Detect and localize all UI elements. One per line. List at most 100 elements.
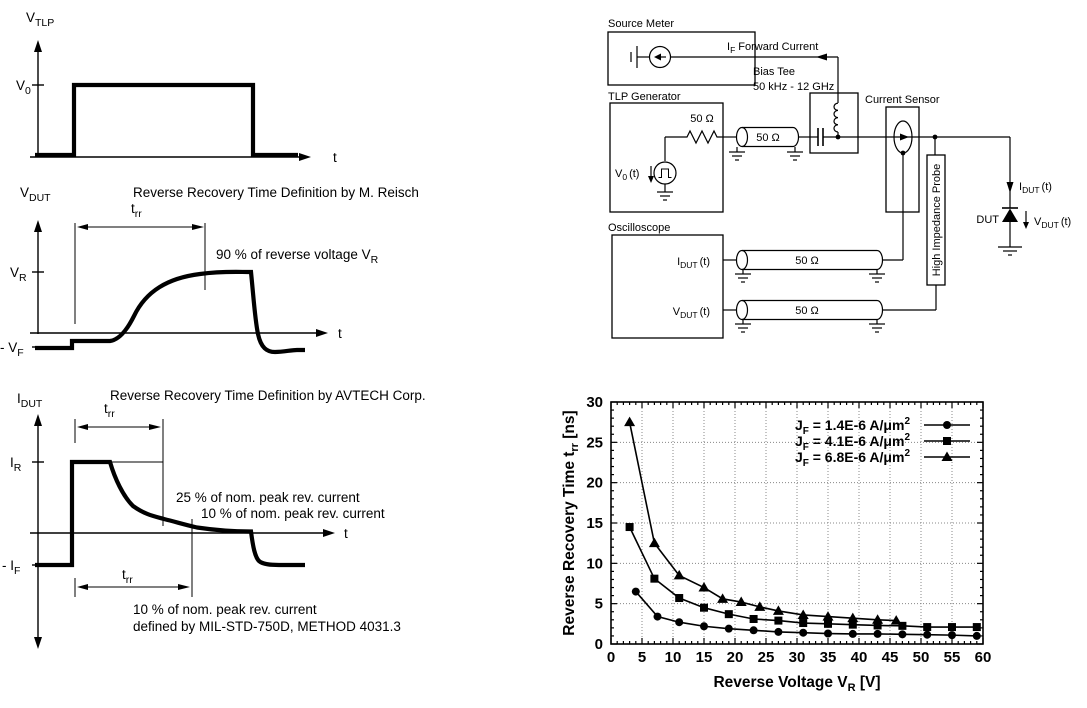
oscilloscope-block: Oscilloscope IDUT (t) VDUT (t)	[608, 222, 737, 339]
dut-label: DUT	[976, 214, 999, 226]
ground-icon	[735, 270, 751, 283]
ground-icon	[869, 270, 885, 283]
waveform-panels: VTLP t V0 Reverse Recovery Time Definiti…	[0, 10, 426, 649]
svg-text:5: 5	[638, 649, 646, 666]
chart-plot-border	[610, 401, 984, 645]
chart-y-tick-labels: 0 5 10 15 20 25 30	[586, 394, 603, 653]
coax-end-cap	[792, 126, 800, 148]
ground-icon	[869, 320, 885, 333]
v0-source-label: V0 (t)	[615, 168, 639, 182]
ground-icon	[735, 320, 751, 333]
vdut-recovery-waveform	[35, 269, 305, 355]
tlp-generator-block: TLP Generator 50 Ω V0 (t)	[608, 91, 737, 213]
pct10-label: 10 % of nom. peak rev. current	[201, 506, 385, 521]
svg-text:5: 5	[595, 596, 603, 613]
svg-text:25: 25	[586, 434, 603, 451]
measurement-setup-circuit: Source Meter IF Forward Current Bias Tee …	[607, 18, 1071, 339]
chart-series-circle	[631, 587, 981, 640]
tlp-coax-cable: 50 Ω	[729, 126, 810, 161]
scope-coax1-cable: 50 Ω	[735, 249, 885, 283]
oscilloscope-box	[611, 234, 724, 339]
svg-text:0: 0	[595, 636, 603, 653]
oscilloscope-label: Oscilloscope	[608, 222, 670, 234]
coax-connector-icon	[735, 126, 749, 148]
high-impedance-probe-block: High Impedance Probe	[882, 134, 946, 311]
svg-text:60: 60	[975, 649, 992, 666]
svg-text:30: 30	[586, 394, 603, 411]
trr-top-arrowhead-right-icon	[149, 424, 161, 430]
svg-text:20: 20	[727, 649, 744, 666]
vdut-time-label: t	[338, 326, 342, 341]
svg-text:45: 45	[882, 649, 899, 666]
chart-series-triangle	[624, 416, 902, 625]
scope-ch1-label: IDUT (t)	[677, 256, 710, 270]
legend-entry-label: JF = 1.4E-6 A/μm2	[795, 416, 911, 437]
svg-text:55: 55	[944, 649, 961, 666]
trr-bottom-arrowhead-left-icon	[77, 584, 88, 590]
trr-top-arrowhead-left-icon	[77, 424, 88, 430]
trr-vs-vr-chart: 0 5 10 15 20 25 30 35 40 45 50 55 60 0 5 10 15 20 25 30 Reve…	[561, 394, 992, 694]
svg-text:30: 30	[789, 649, 806, 666]
diode-icon	[1002, 208, 1018, 222]
current-direction-arrowhead-icon	[900, 133, 909, 141]
idut-axis-label: IDUT	[17, 391, 43, 410]
svg-text:10: 10	[665, 649, 682, 666]
svg-text:35: 35	[820, 649, 837, 666]
tlp-coax-value-label: 50 Ω	[756, 132, 780, 144]
legend-entry-label: JF = 4.1E-6 A/μm2	[795, 432, 911, 453]
svg-text:20: 20	[586, 475, 603, 492]
scope-ch2-label: VDUT (t)	[673, 306, 710, 320]
source-meter-label: Source Meter	[608, 18, 674, 30]
svg-text:10: 10	[586, 555, 603, 572]
pulse-glyph-icon	[658, 168, 672, 178]
vdut-panel-title: Reverse Recovery Time Definition by M. R…	[133, 185, 419, 200]
scope-coax1-value-label: 50 Ω	[795, 255, 819, 267]
source-meter-box	[607, 31, 756, 86]
vdut-arrowhead-icon	[1023, 222, 1029, 229]
vdut-axis-label: VDUT	[20, 185, 51, 204]
pct10-bottom-label: 10 % of nom. peak rev. current	[133, 602, 317, 617]
coax-connector-icon	[735, 249, 749, 271]
current-sensor-block: Current Sensor	[865, 94, 940, 261]
coax-end-cap	[876, 249, 884, 271]
ninety-percent-label: 90 % of reverse voltage VR	[216, 247, 379, 266]
idut-label: IDUT (t)	[1019, 181, 1052, 195]
svg-text:0: 0	[607, 649, 615, 666]
forward-current-arrowhead-icon	[816, 53, 827, 61]
vdut-y-axis-arrow-icon	[34, 220, 42, 232]
inductor-icon	[833, 102, 839, 133]
chart-grid	[611, 402, 983, 644]
mil-std-label: defined by MIL-STD-750D, METHOD 4031.3	[133, 619, 401, 634]
vtlp-time-label: t	[333, 150, 337, 165]
vdut-t-axis-arrow-icon	[316, 329, 328, 337]
ground-icon	[657, 184, 673, 201]
v0-level-label: V0	[16, 78, 31, 97]
svg-text:40: 40	[851, 649, 868, 666]
vtlp-axis-label: VTLP	[26, 10, 54, 29]
bias-tee-block	[809, 92, 859, 154]
vf-level-label: - VF	[0, 340, 24, 359]
idut-y-axis-arrow-up-icon	[34, 414, 42, 426]
legend-entry-label: JF = 6.8E-6 A/μm2	[795, 448, 911, 469]
vdut-definition-panel: Reverse Recovery Time Definition by M. R…	[0, 185, 419, 359]
vdut-label: VDUT (t)	[1034, 216, 1071, 230]
resistor-value-label: 50 Ω	[690, 113, 714, 125]
coax-connector-icon	[735, 299, 749, 321]
trr-arrowhead-right-icon	[192, 224, 204, 230]
pulse-source-icon	[653, 161, 677, 185]
trr-arrowhead-left-icon	[77, 224, 88, 230]
idut-y-axis-arrow-down-icon	[34, 637, 42, 649]
tlp-generator-label: TLP Generator	[608, 91, 681, 103]
resistor-icon	[683, 129, 721, 145]
ground-icon	[729, 147, 745, 161]
tlp-pulse-waveform	[35, 82, 298, 158]
idut-direction-arrowhead-icon	[1006, 182, 1014, 193]
current-source-arrowhead-icon	[654, 53, 661, 61]
tlp-generator-box	[609, 102, 724, 213]
dut-branch: IDUT (t) DUT VDUT (t)	[976, 137, 1071, 256]
ir-level-label: IR	[10, 455, 22, 474]
svg-text:15: 15	[586, 515, 603, 532]
chart-x-tick-labels: 0 5 10 15 20 25 30 35 40 45 50 55 60	[607, 649, 992, 666]
if-level-label: - IF	[2, 558, 20, 577]
